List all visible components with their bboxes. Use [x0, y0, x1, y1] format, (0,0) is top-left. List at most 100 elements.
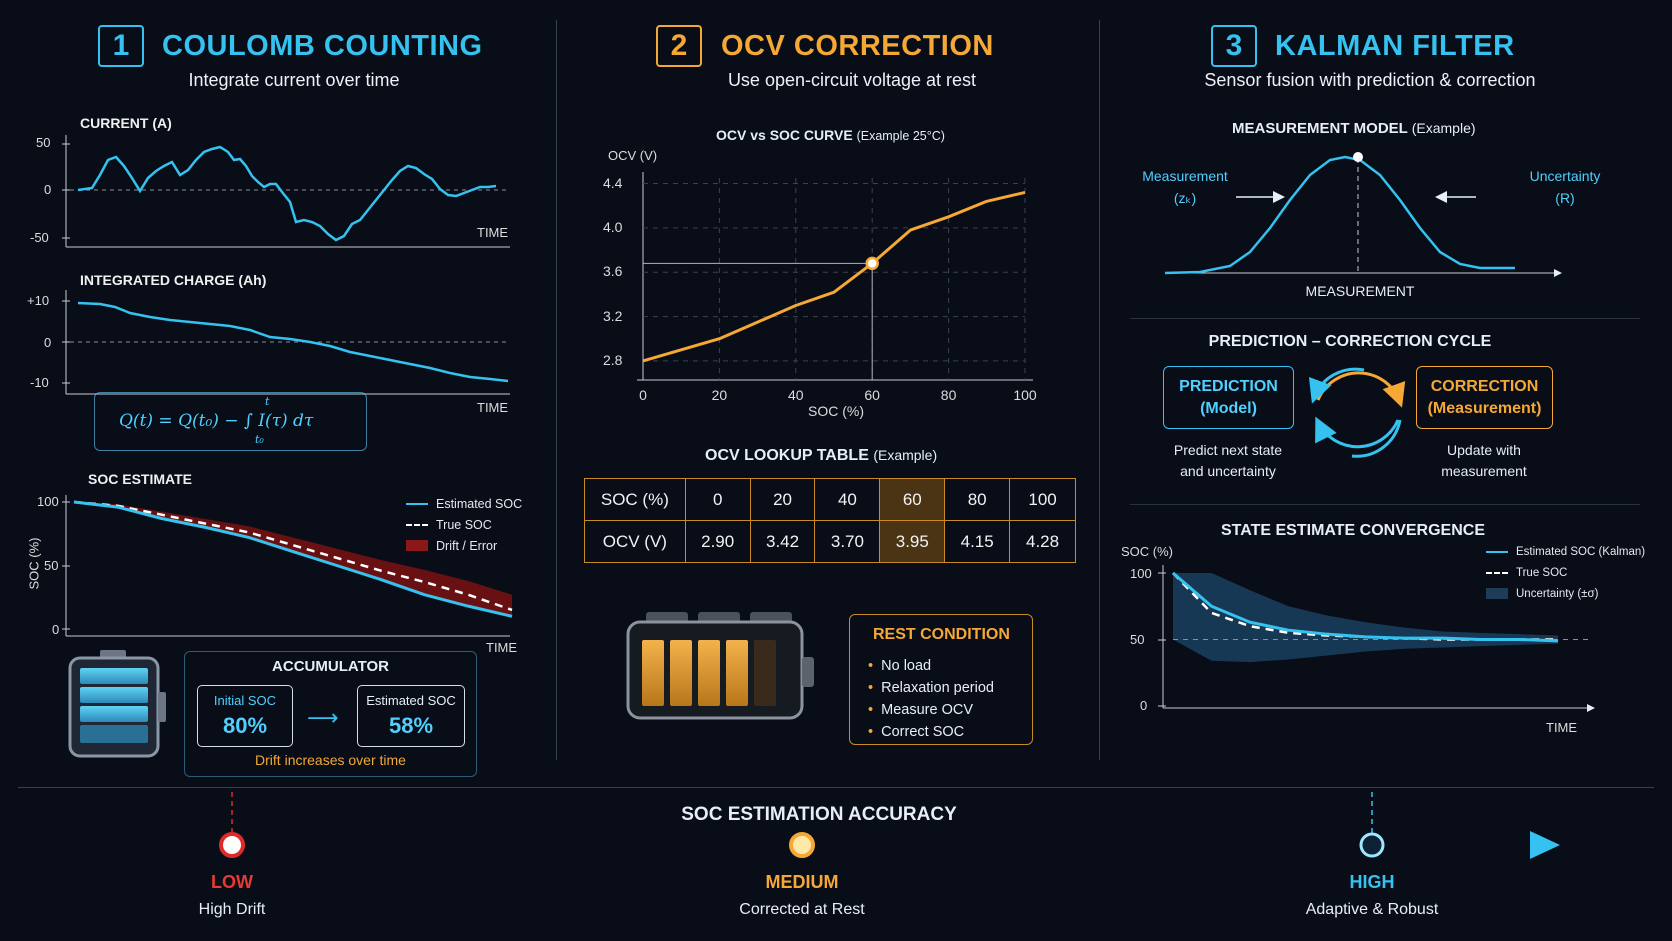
ocv-y-tick: 4.4 [603, 174, 623, 191]
arrow-right-icon: ⟶ [307, 705, 339, 730]
table-header: SOC (%) [584, 478, 686, 521]
formula-box: Q(t) = Q(t₀) − ∫ I(τ) dτ t t₀ [94, 392, 367, 451]
soc-tick: 0 [52, 622, 60, 637]
ocv-x-tick: 60 [864, 387, 880, 403]
ocv-x-tick: 40 [788, 387, 804, 403]
correction-sublabel: (Measurement) [1427, 400, 1542, 417]
current-tick: 50 [36, 135, 51, 150]
ocv-y-tick: 4.0 [603, 218, 623, 235]
ocv-x-tick: 80 [940, 387, 957, 403]
measurement-axis-label: MEASUREMENT [1305, 283, 1415, 299]
formula-upper: t [265, 395, 270, 408]
table-cell: 4.28 [1009, 520, 1076, 563]
initial-soc-value: 80% [222, 713, 268, 738]
accuracy-title: SOC ESTIMATION ACCURACY [681, 804, 957, 825]
estimated-soc-value: 58% [388, 713, 434, 738]
ocv-x-tick: 100 [1013, 387, 1037, 403]
formula: Q(t) = Q(t₀) − ∫ I(τ) dτ [119, 411, 314, 431]
measurement-label: Measurement [1142, 168, 1228, 184]
list-item: • Measure OCV [868, 702, 974, 718]
ocv-chart [637, 172, 1033, 381]
kalman-divider-1 [1130, 318, 1640, 319]
table-cell: 100 [1009, 478, 1076, 521]
uncertainty-label: Uncertainty [1529, 168, 1601, 184]
step-number-1: 1 [98, 25, 144, 67]
accuracy-medium-marker [789, 832, 815, 858]
correction-description: Update with measurement [1441, 442, 1527, 479]
current-tick: -50 [30, 230, 49, 245]
accumulator-panel: ACCUMULATOR Initial SOC 80% ⟶ Estimated … [184, 651, 477, 777]
kalman-title: KALMAN FILTER [1275, 30, 1515, 62]
list-item: • Relaxation period [868, 680, 994, 696]
prediction-label: PREDICTION [1179, 378, 1278, 395]
convergence-tick: 0 [1140, 698, 1148, 713]
cycle-title: PREDICTION – CORRECTION CYCLE [1208, 333, 1492, 350]
soc-estimate-label: SOC ESTIMATE [88, 471, 192, 487]
table-cell: 80 [944, 478, 1011, 521]
accuracy-low: LOW [211, 872, 253, 892]
accuracy-high-desc: Adaptive & Robust [1305, 901, 1439, 918]
cycle-arrows-icon [1308, 367, 1406, 458]
accuracy-divider [18, 787, 1654, 788]
list-item: • Correct SOC [868, 724, 965, 740]
accuracy-high-marker [1359, 832, 1385, 858]
convergence-legend: Estimated SOC (Kalman) True SOC Uncertai… [1486, 541, 1645, 604]
charge-trace [77, 301, 509, 383]
accuracy-high: HIGH [1349, 872, 1395, 892]
soc-tick: 50 [44, 558, 59, 573]
charge-tick: 0 [44, 335, 52, 350]
ocv-lookup-table: SOC (%) 0 20 40 60 80 100 OCV (V) 2.90 3… [584, 478, 1076, 563]
table-cell: 40 [814, 478, 881, 521]
soc-tick: 100 [37, 494, 59, 509]
table-cell: 3.42 [749, 520, 816, 563]
battery-blue-icon [68, 650, 166, 758]
ocv-chart-title: OCV vs SOC CURVE (Example 25°C) [716, 127, 945, 143]
rest-condition-list: • No load • Relaxation period • Measure … [868, 655, 994, 743]
soc-axis-label: SOC (%) [26, 537, 42, 590]
convergence-y-axis-label: SOC (%) [1121, 544, 1173, 559]
drift-note: Drift increases over time [255, 752, 406, 768]
measurement-model-title: MEASUREMENT MODEL (Example) [1232, 120, 1476, 137]
legend-estimated: Estimated SOC [406, 493, 522, 514]
kalman-divider-2 [1130, 504, 1640, 505]
correction-label: CORRECTION [1430, 378, 1539, 395]
accuracy-medium: MEDIUM [765, 872, 839, 892]
ocv-y-tick: 2.8 [603, 351, 623, 368]
table-cell: 2.90 [684, 520, 751, 563]
prediction-box: PREDICTION (Model) [1163, 366, 1294, 429]
ocv-subtitle: Use open-circuit voltage at rest [727, 70, 977, 90]
legend-kalman: Estimated SOC (Kalman) [1486, 541, 1645, 562]
convergence-title: STATE ESTIMATE CONVERGENCE [1220, 522, 1485, 539]
ocv-table-title: OCV LOOKUP TABLE (Example) [705, 447, 938, 464]
measurement-symbol: (zₖ) [1173, 190, 1197, 206]
ocv-curve [642, 190, 1026, 363]
current-trace [77, 145, 497, 242]
battery-orange-icon [626, 612, 814, 720]
time-label: TIME [477, 400, 509, 415]
table-row: OCV (V) 2.90 3.42 3.70 3.95 4.15 4.28 [584, 520, 1076, 563]
table-row: SOC (%) 0 20 40 60 80 100 [584, 478, 1076, 521]
legend-drift: Drift / Error [406, 535, 522, 556]
ocv-x-tick: 0 [639, 387, 647, 403]
charge-tick: +10 [27, 293, 50, 308]
ocv-x-axis-label: SOC (%) [808, 403, 864, 419]
prediction-description: Predict next state and uncertainty [1173, 442, 1283, 479]
legend-uncertainty: Uncertainty (±σ) [1486, 583, 1645, 604]
rest-condition-panel: REST CONDITION • No load • Relaxation pe… [849, 614, 1033, 745]
ocv-x-tick: 20 [711, 387, 728, 403]
accuracy-low-marker [219, 832, 245, 858]
coulomb-title: COULOMB COUNTING [162, 30, 483, 62]
current-label: CURRENT (A) [80, 115, 172, 131]
convergence-tick: 50 [1130, 632, 1145, 647]
step-number-2: 2 [656, 25, 702, 67]
accumulator-title: ACCUMULATOR [272, 658, 389, 675]
table-cell-highlight: 60 [879, 478, 946, 521]
time-label: TIME [477, 225, 509, 240]
legend-true: True SOC [406, 514, 522, 535]
kalman-subtitle: Sensor fusion with prediction & correcti… [1204, 70, 1536, 90]
table-cell-highlight: 3.95 [879, 520, 946, 563]
initial-soc-box: Initial SOC 80% [197, 685, 293, 747]
table-cell: 20 [749, 478, 816, 521]
accuracy-low-desc: High Drift [198, 901, 266, 918]
soc-legend: Estimated SOC True SOC Drift / Error [406, 493, 522, 556]
